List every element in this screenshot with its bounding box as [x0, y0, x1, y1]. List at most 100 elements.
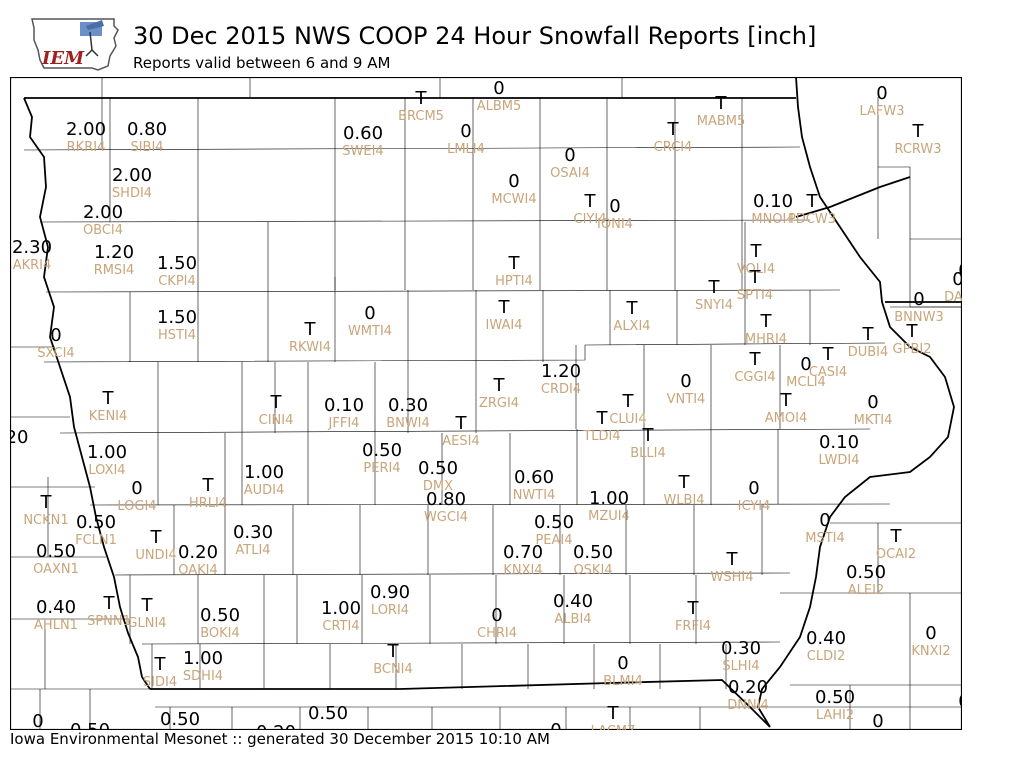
station-id-jffi4: JFFI4 [328, 416, 360, 431]
station-id-dubi4: DUBI4 [848, 345, 889, 360]
station-value-crci4: T [667, 119, 680, 140]
station-id-osai4: OSAI4 [550, 166, 590, 181]
iowa-south-border [150, 679, 771, 728]
map-frame [10, 77, 962, 730]
station-value-lafw3: 0 [876, 83, 887, 104]
station-value-osai4: 0 [564, 145, 575, 166]
station-value-bcni4: T [387, 641, 400, 662]
station-id-oski4: OSKI4 [573, 563, 612, 578]
station-id-lmli4: LMLI4 [447, 142, 485, 157]
station-id-casi4: CASI4 [809, 365, 847, 380]
station-id-albm5: ALBM5 [477, 99, 522, 114]
station-id-alxi4: ALXI4 [613, 319, 650, 334]
station-id-lacm7: LACM7 [591, 724, 636, 730]
station-id-wmti4: WMTI4 [348, 324, 392, 339]
station-id-slhi4: SLHI4 [722, 659, 759, 674]
station-id-loxi4: LOXI4 [88, 463, 125, 478]
county-lines [10, 77, 962, 730]
station-id-spnn1: SPNN1 [87, 614, 131, 629]
station-value-sibi4: 0.80 [127, 119, 167, 140]
edge-value: 0.50 [70, 720, 110, 730]
station-id-nckn1: NCKN1 [23, 513, 68, 528]
station-value-nwti4: 0.60 [514, 467, 554, 488]
station-value-mcwi4: 0 [508, 171, 519, 192]
station-value-clui4: T [622, 391, 635, 412]
station-value-mabm5: T [715, 93, 728, 114]
station-id-cldi2: CLDI2 [807, 649, 845, 664]
station-id-lafw3: LAFW3 [859, 104, 904, 119]
station-value-albi4: 0.40 [553, 591, 593, 612]
station-id-tldi4: TLDI4 [582, 429, 620, 444]
station-value-sidi4: T [154, 654, 167, 675]
station-value-cggi4: T [749, 349, 762, 370]
station-value-mzui4: 1.00 [589, 488, 629, 509]
station-value-spti4: T [749, 267, 762, 288]
station-value-adan1: 0 [32, 711, 43, 730]
station-id-ahln1: AHLN1 [34, 618, 78, 633]
station-value-bnnw3: 0 [913, 289, 924, 310]
station-id-sidi4: SIDI4 [143, 675, 177, 690]
station-value-dmx: 0.50 [418, 458, 458, 479]
station-value-cini4: T [270, 392, 283, 413]
station-value-akri4: 2.30 [12, 237, 52, 258]
edge-value: 0.50 [160, 709, 200, 730]
wisconsin-border [795, 176, 911, 218]
station-value-zrgi4: T [493, 375, 506, 396]
station-id-blmi4: BLMI4 [603, 674, 642, 689]
station-id-lahi2: LAHI2 [816, 708, 854, 723]
station-value-mnoi4: 0.10 [753, 191, 793, 212]
station-value-slhi4: 0.30 [721, 638, 761, 659]
station-value-wgci4: 0.80 [426, 489, 466, 510]
station-value-alxi4: T [626, 298, 639, 319]
station-value-lori4: 0.90 [370, 582, 410, 603]
station-value-mobi2: 0 [872, 711, 883, 730]
station-id-atli4: ATLI4 [235, 543, 270, 558]
edge-value: 20 [10, 427, 28, 448]
edge-value: 0.20 [256, 722, 296, 730]
station-id-snyi4: SNYI4 [695, 298, 733, 313]
station-id-hpti4: HPTI4 [495, 274, 533, 289]
station-id-zrgi4: ZRGI4 [479, 396, 519, 411]
station-id-undi4: UNDI4 [135, 548, 176, 563]
station-id-mcwi4: MCWI4 [491, 192, 536, 207]
station-id-icyi4: ICYI4 [738, 499, 771, 514]
station-id-ciyi4: CIYI4 [574, 212, 607, 227]
station-value-loxi4: 1.00 [87, 442, 127, 463]
station-id-wlbi4: WLBI4 [663, 493, 704, 508]
station-id-spti4: SPTI4 [737, 288, 773, 303]
station-value-dnni4: 0.20 [728, 677, 768, 698]
station-id-akri4: AKRI4 [13, 258, 52, 273]
station-id-pdcw3: PDCW3 [788, 212, 836, 227]
station-id-boki4: BOKI4 [200, 626, 240, 641]
station-value-iwai4: T [498, 297, 511, 318]
station-value-wlbi4: T [678, 472, 691, 493]
station-id-knxi2: KNXI2 [911, 644, 950, 659]
station-value-keni4: T [102, 388, 115, 409]
station-id-hrli4: HRLI4 [189, 496, 227, 511]
station-id-msti4: MSTI4 [805, 531, 845, 546]
station-id-brcm5: BRCM5 [398, 109, 444, 124]
station-value-blmi4: 0 [617, 653, 628, 674]
iowa-west-border [23, 97, 151, 690]
station-value-spnn1: T [103, 593, 116, 614]
station-id-wshi4: WSHI4 [711, 570, 754, 585]
station-value-crdi4: 1.20 [541, 361, 581, 382]
station-value-crti4: 1.00 [321, 598, 361, 619]
station-id-lori4: LORI4 [371, 603, 409, 618]
station-id-hsti4: HSTI4 [158, 328, 196, 343]
station-id-bcni4: BCNI4 [373, 662, 413, 677]
station-id-lwdi4: LWDI4 [818, 453, 859, 468]
station-value-oski4: 0.50 [573, 542, 613, 563]
station-id-blli4: BLLI4 [630, 446, 666, 461]
station-value-ckpi4: 1.50 [157, 253, 197, 274]
station-value-lacm7: T [607, 703, 620, 724]
station-id-alei2: ALEI2 [848, 583, 884, 598]
station-id-clui4: CLUI4 [609, 412, 646, 427]
station-value-boki4: 0.50 [200, 605, 240, 626]
state-borders [23, 77, 962, 728]
station-value-glni4: T [141, 595, 154, 616]
station-id-dar: DAR [944, 290, 962, 305]
station-value-cldi2: 0.40 [806, 628, 846, 649]
station-value-lahi2: 0.50 [815, 687, 855, 708]
